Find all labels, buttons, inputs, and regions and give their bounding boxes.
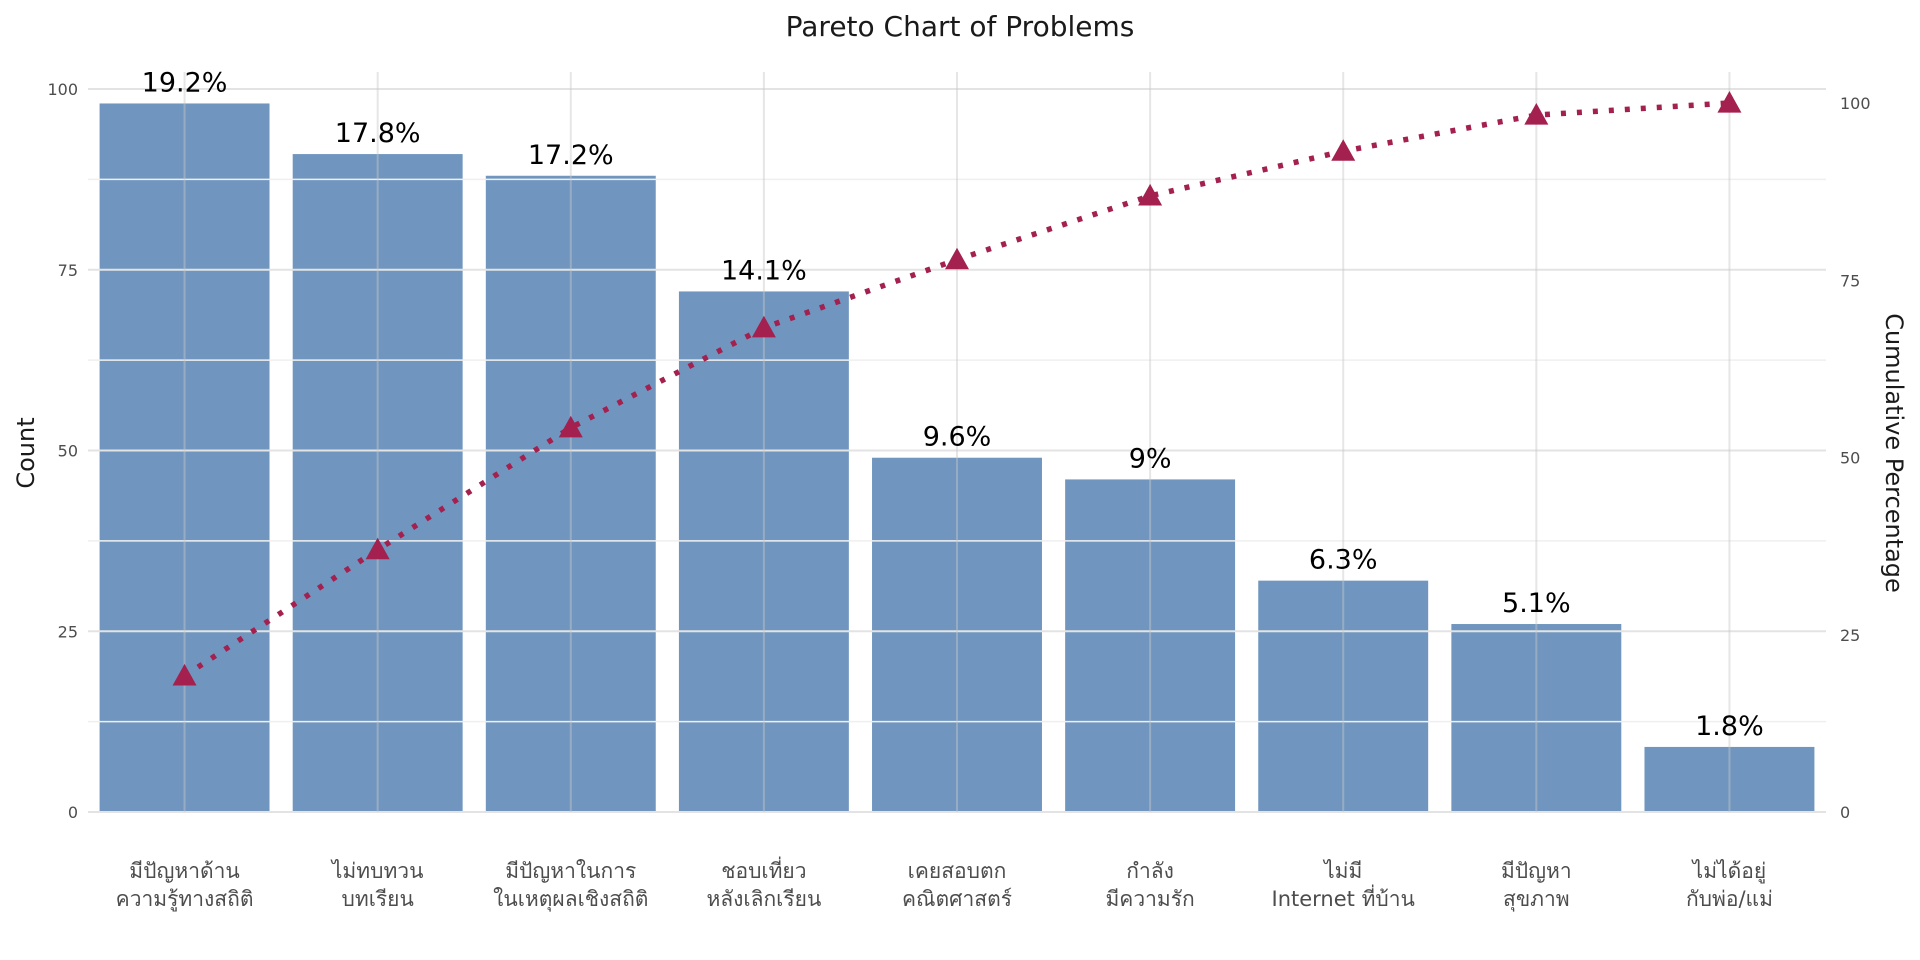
x-tick-label-line: มีความรัก	[1105, 887, 1194, 911]
x-tick-label-line: กำลัง	[1126, 859, 1174, 883]
y2-tick-label: 25	[1840, 626, 1860, 645]
x-tick-label-line: มีปัญหาในการ	[505, 859, 636, 883]
x-tick-label: ชอบเที่ยวหลังเลิกเรียน	[706, 856, 821, 911]
bar-percent-label: 9.6%	[923, 422, 992, 453]
x-tick-label-line: ความรู้ทางสถิติ	[116, 887, 254, 912]
bar-percent-label: 1.8%	[1695, 711, 1764, 742]
x-tick-label-line: ในเหตุผลเชิงสถิติ	[493, 887, 648, 912]
bar-percent-label: 5.1%	[1502, 588, 1571, 619]
y-tick-label: 75	[58, 261, 78, 280]
y2-tick-label: 100	[1840, 94, 1871, 113]
y2-tick-label: 75	[1840, 271, 1860, 290]
x-tick-label-line: ไม่ได้อยู่	[1691, 859, 1767, 884]
y-axis-title: Count	[12, 417, 40, 488]
x-tick-label: ไม่มี Internet ที่บ้าน	[1272, 859, 1415, 911]
axis-layer: 0 25 50 75 100 0 25 50 75 100 มีปัญหาด้านความรู้ทา…	[47, 80, 1870, 912]
cumulative-point	[1717, 91, 1742, 113]
bar	[1644, 746, 1815, 812]
cumulative-point	[172, 663, 197, 686]
cumulative-point	[558, 415, 583, 438]
bar	[485, 175, 656, 812]
chart-title: Pareto Chart of Problems	[786, 10, 1135, 43]
bar	[1451, 624, 1622, 812]
y-tick-label: 100	[47, 80, 78, 99]
x-tick-label: มีปัญหาสุขภาพ	[1501, 859, 1572, 912]
x-tick-label-line: หลังเลิกเรียน	[706, 887, 821, 911]
y-tick-label: 50	[58, 442, 78, 461]
bar	[872, 457, 1042, 812]
x-tick-label: มีปัญหาในการในเหตุผลเชิงสถิติ	[493, 859, 648, 912]
bar	[678, 291, 849, 812]
bar	[1258, 580, 1429, 812]
y2-tick-label: 0	[1840, 803, 1850, 822]
y2-axis-title: Cumulative Percentage	[1880, 313, 1908, 593]
bar	[1065, 479, 1236, 812]
x-tick-label: เคยสอบตกคณิตศาสตร์	[902, 859, 1012, 911]
bar-percent-label: 6.3%	[1309, 545, 1378, 576]
x-tick-label-line: ไม่ทบทวน	[330, 859, 424, 883]
bar-percent-label: 9%	[1129, 443, 1172, 474]
y2-tick-label: 50	[1840, 449, 1860, 468]
x-tick-label-line: กับพ่อ/แม่	[1686, 887, 1773, 911]
cumulative-line-layer	[172, 91, 1742, 686]
y-tick-label: 25	[58, 622, 78, 641]
cumulative-point	[751, 315, 776, 338]
cumulative-point	[365, 537, 390, 560]
cumulative-point	[1331, 139, 1356, 161]
cumulative-point	[1138, 183, 1163, 206]
cumulative-point	[945, 247, 969, 270]
bar-percent-label: 17.2%	[528, 140, 614, 171]
bar-percent-label: 14.1%	[721, 255, 807, 286]
y-tick-label: 0	[68, 803, 78, 822]
x-tick-label: ไม่ทบทวนบทเรียน	[330, 859, 424, 911]
x-tick-label: กำลังมีความรัก	[1105, 859, 1194, 911]
x-tick-label-line: บทเรียน	[342, 887, 414, 911]
data-label-layer: 19.2% 17.8% 17.2% 14.1% 9.6% 9% 6.3% 5.1% 1.8%	[142, 67, 1764, 741]
x-tick-label-line: ไม่มี	[1322, 859, 1362, 883]
x-tick-label-line: มีปัญหา	[1501, 859, 1572, 883]
x-tick-label-line: ชอบเที่ยว	[721, 856, 806, 883]
cumulative-point	[1524, 103, 1549, 125]
x-tick-label-line: คณิตศาสตร์	[902, 887, 1012, 911]
x-tick-label-line: มีปัญหาด้าน	[129, 859, 240, 883]
bar-percent-label: 19.2%	[142, 67, 228, 98]
x-tick-label-line: สุขภาพ	[1503, 887, 1570, 912]
x-tick-label: ไม่ได้อยู่กับพ่อ/แม่	[1686, 859, 1773, 911]
bar	[99, 103, 270, 812]
x-tick-label-line: Internet ที่บ้าน	[1272, 884, 1415, 911]
x-tick-label-line: เคยสอบตก	[908, 859, 1007, 883]
bar-layer	[99, 103, 1815, 812]
x-tick-label: มีปัญหาด้านความรู้ทางสถิติ	[116, 859, 254, 912]
bar-percent-label: 17.8%	[335, 118, 421, 149]
bar	[292, 154, 463, 812]
